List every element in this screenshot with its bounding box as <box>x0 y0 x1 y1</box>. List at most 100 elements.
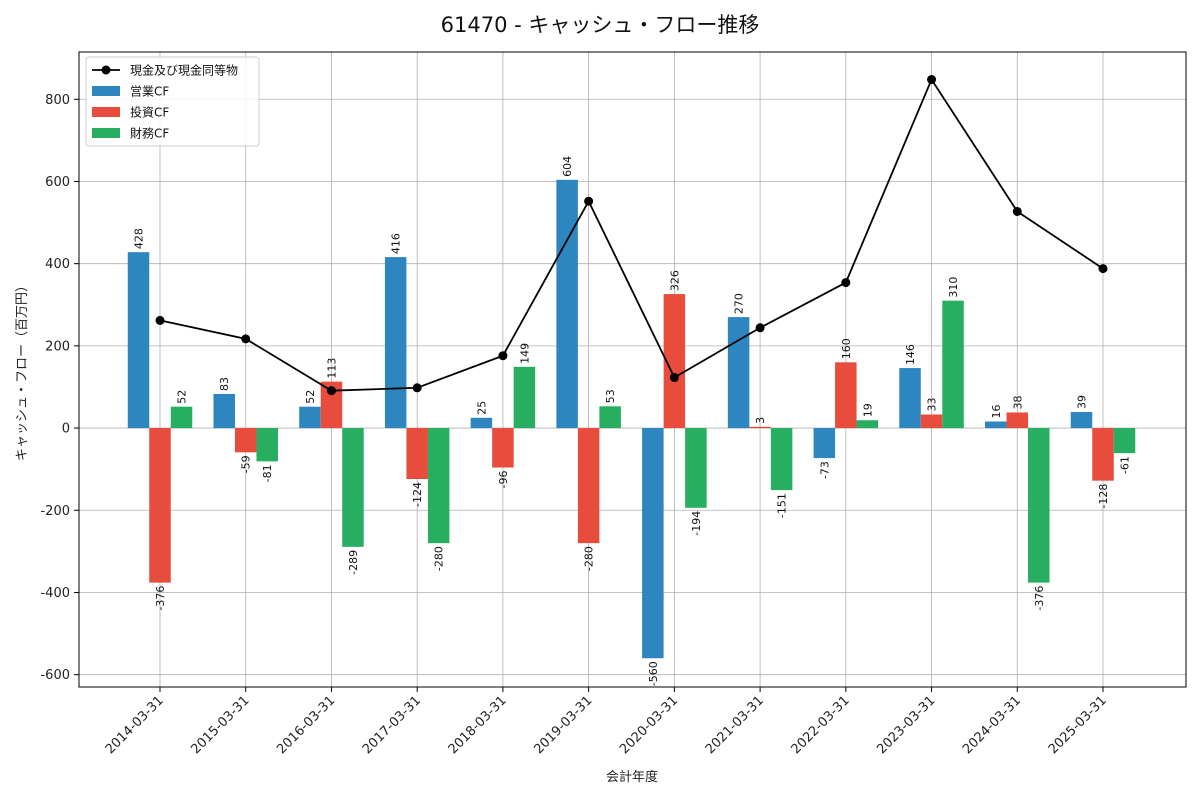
bar-投資CF <box>835 362 857 429</box>
bar-value-label: -124 <box>411 482 424 507</box>
legend-label: 現金及び現金同等物 <box>130 63 238 78</box>
y-tick-label: 600 <box>45 175 70 190</box>
bar-営業CF <box>727 317 750 429</box>
y-tick-label: -400 <box>40 586 70 601</box>
legend-swatch <box>92 128 120 138</box>
bar-value-label: -289 <box>347 550 360 575</box>
cash-line-point <box>669 373 679 383</box>
legend-swatch <box>92 86 120 96</box>
bar-value-label: -73 <box>818 461 831 479</box>
bar-投資CF <box>577 428 600 544</box>
bar-財務CF <box>770 428 793 491</box>
bar-投資CF <box>320 381 343 429</box>
bar-営業CF <box>470 417 493 429</box>
bar-投資CF <box>1006 412 1029 429</box>
bar-投資CF <box>149 428 171 583</box>
bar-value-label: 39 <box>1076 395 1089 409</box>
bar-value-label: 33 <box>926 398 939 412</box>
grid <box>79 52 1186 687</box>
cash-line-point <box>1098 264 1108 274</box>
chart-title: 61470 - キャッシュ・フロー推移 <box>441 13 760 37</box>
cash-line-point <box>498 351 508 361</box>
bar-value-label: -151 <box>776 493 789 518</box>
bars <box>127 179 1136 659</box>
x-axis-title: 会計年度 <box>606 769 658 785</box>
cash-line-path <box>159 77 1104 392</box>
bar-財務CF <box>342 428 364 547</box>
x-tick-label: 2025-03-31 <box>1046 693 1110 757</box>
bar-value-label: -59 <box>240 455 253 473</box>
bar-value-label: 146 <box>904 344 917 365</box>
bar-value-label: -81 <box>261 464 274 482</box>
y-tick-label: -600 <box>40 668 70 683</box>
cash-line-point <box>841 278 851 288</box>
cash-line-point <box>155 315 165 325</box>
bar-value-label: 113 <box>325 358 338 379</box>
legend-line-marker <box>101 65 111 75</box>
bar-財務CF <box>1113 428 1136 454</box>
bar-value-label: -376 <box>1033 586 1046 611</box>
bar-投資CF <box>663 294 686 429</box>
bar-財務CF <box>170 406 193 429</box>
bar-営業CF <box>556 179 578 429</box>
bar-投資CF <box>749 426 771 429</box>
bar-営業CF <box>384 257 407 429</box>
bar-営業CF <box>1070 412 1093 429</box>
bar-value-label: 52 <box>176 390 189 404</box>
legend-label: 営業CF <box>130 85 169 99</box>
cash-line-point <box>927 75 937 85</box>
bar-投資CF <box>492 428 514 468</box>
cash-line-point <box>755 323 765 333</box>
cash-line-point <box>584 196 594 206</box>
bar-財務CF <box>256 428 278 462</box>
x-tick-label: 2023-03-31 <box>874 693 938 757</box>
x-tick-label: 2016-03-31 <box>274 693 338 757</box>
x-tick-label: 2018-03-31 <box>446 693 510 757</box>
bar-営業CF <box>213 393 235 429</box>
bar-value-label: -194 <box>690 511 703 536</box>
bar-value-label: 52 <box>304 390 317 404</box>
bar-value-label: 25 <box>475 401 488 415</box>
bar-value-label: 270 <box>733 293 746 314</box>
bar-投資CF <box>406 428 428 480</box>
bar-財務CF <box>599 406 621 429</box>
bar-営業CF <box>127 252 150 429</box>
bar-value-label: 19 <box>861 403 874 417</box>
bar-value-label: -280 <box>583 546 596 571</box>
y-tick-label: 400 <box>45 257 70 272</box>
bar-営業CF <box>642 428 664 659</box>
x-tick-label: 2014-03-31 <box>103 693 167 757</box>
bar-value-label: -128 <box>1097 484 1110 509</box>
bar-value-label: 428 <box>133 228 146 249</box>
y-tick-label: -200 <box>40 504 70 519</box>
legend-box <box>85 56 260 147</box>
y-tick-label: 800 <box>45 93 70 108</box>
bar-財務CF <box>427 428 450 544</box>
x-tick-label: 2020-03-31 <box>617 693 681 757</box>
legend-swatch <box>92 107 120 117</box>
bar-value-label: 83 <box>218 377 231 391</box>
bar-財務CF <box>856 420 879 429</box>
bar-value-label: -376 <box>154 586 167 611</box>
bar-value-label: 38 <box>1011 395 1024 409</box>
bar-value-label: 416 <box>390 233 403 254</box>
plot-frame <box>78 51 1187 688</box>
cash-line-point <box>326 386 336 396</box>
legend-label: 投資CF <box>130 105 169 120</box>
bar-投資CF <box>920 414 943 429</box>
bar-value-label: 160 <box>840 338 853 359</box>
y-tick-label: 0 <box>62 422 70 437</box>
cash-line-point <box>1012 206 1022 216</box>
bar-value-label: 3 <box>754 417 767 424</box>
bar-value-label: -560 <box>647 661 660 686</box>
bar-value-label: 16 <box>990 404 1003 418</box>
legend-label: 財務CF <box>130 126 169 141</box>
x-tick-label: 2017-03-31 <box>360 693 424 757</box>
bar-value-label: -280 <box>433 546 446 571</box>
bar-営業CF <box>299 406 321 429</box>
data-labels: 428 83 52 416 25 604 -560 270 -73 146 16 39 -376 -59 1… <box>133 156 1132 686</box>
x-tick-label: 2021-03-31 <box>703 693 767 757</box>
bar-value-label: -96 <box>497 471 510 489</box>
x-tick-label: 2015-03-31 <box>189 693 253 757</box>
